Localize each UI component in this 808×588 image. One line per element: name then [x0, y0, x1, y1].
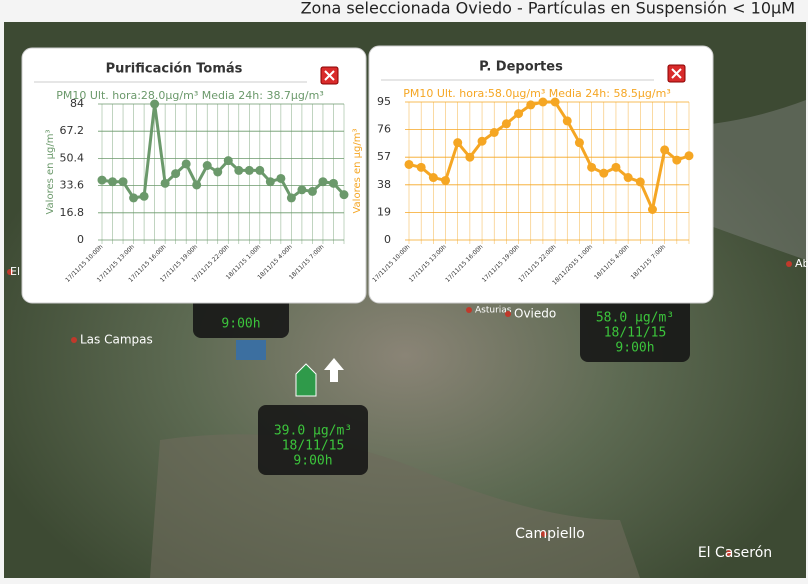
info-text: 39.0 µg/m³ [274, 424, 352, 439]
series-line [408, 100, 690, 215]
data-point [150, 99, 160, 109]
data-point [647, 204, 657, 214]
data-point [611, 162, 621, 172]
data-point [684, 151, 694, 161]
y-tick-label: 19 [377, 205, 391, 218]
map-label: Abu [795, 257, 808, 270]
data-point [538, 97, 548, 107]
data-point [276, 173, 286, 183]
y-axis-label: Valores en µg/m³ [352, 128, 363, 213]
place-dot [466, 307, 472, 313]
map-label: Asturias [475, 306, 512, 316]
data-point [623, 173, 633, 183]
place-dot [726, 550, 732, 556]
map-label: El Caserón [698, 545, 772, 561]
map-label: Campiello [515, 526, 585, 542]
y-tick-label: 76 [377, 123, 391, 136]
data-point [160, 178, 170, 188]
stadium [236, 340, 266, 360]
map-label: Las Campas [80, 333, 153, 347]
data-point [265, 177, 275, 187]
data-point [192, 180, 202, 190]
popup [21, 47, 367, 304]
data-point [514, 109, 524, 119]
data-point [234, 165, 244, 175]
popup-subtitle: PM10 Ult. hora:58.0µg/m³ Media 24h: 58.5… [403, 87, 671, 100]
data-point [599, 168, 609, 178]
popup-title: P. Deportes [479, 60, 563, 75]
data-point [202, 161, 212, 171]
info-text: 9:00h [293, 454, 332, 469]
info-text: 9:00h [615, 341, 654, 356]
y-tick-label: 57 [377, 150, 391, 163]
data-point [489, 128, 499, 138]
info-text: 18/11/15 [604, 326, 667, 341]
header-title: Zona seleccionada Oviedo - Partículas en… [301, 0, 795, 18]
data-point [213, 167, 223, 177]
data-point [255, 165, 265, 175]
popup [368, 45, 714, 304]
data-point [318, 177, 328, 187]
info-box[interactable] [258, 405, 368, 475]
place-dot [71, 337, 77, 343]
map-label: Oviedo [514, 307, 556, 321]
place-dot [541, 531, 547, 537]
data-point [118, 177, 128, 187]
place-dot [7, 269, 13, 275]
popup-subtitle: PM10 Ult. hora:28.0µg/m³ Media 24h: 38.7… [56, 89, 324, 102]
data-point [181, 159, 191, 169]
data-point [441, 175, 451, 185]
data-point [672, 155, 682, 165]
data-point [129, 193, 139, 203]
y-tick-label: 95 [377, 95, 391, 108]
y-tick-label: 67.2 [60, 124, 85, 137]
info-text: 58.0 µg/m³ [596, 311, 674, 326]
data-point [501, 119, 511, 129]
popup-title: Purificación Tomás [106, 62, 243, 77]
y-tick-label: 38 [377, 178, 391, 191]
close-icon [324, 70, 335, 81]
north-arrow [324, 358, 344, 382]
data-point [297, 185, 307, 195]
data-point [562, 116, 572, 126]
data-point [97, 175, 107, 185]
data-point [339, 190, 349, 200]
y-axis-label: Valores en µg/m³ [45, 129, 56, 214]
y-tick-label: 16.8 [60, 206, 85, 219]
data-point [286, 193, 296, 203]
data-point [574, 138, 584, 148]
data-point [139, 191, 149, 201]
info-text: 18/11/15 [282, 439, 345, 454]
data-point [587, 162, 597, 172]
data-point [428, 173, 438, 183]
data-point [477, 136, 487, 146]
info-text: 9:00h [221, 317, 260, 332]
data-point [635, 177, 645, 187]
data-point [453, 138, 463, 148]
y-tick-label: 0 [77, 233, 84, 246]
data-point [328, 178, 338, 188]
place-dot [786, 261, 792, 267]
data-point [465, 152, 475, 162]
data-point [404, 159, 414, 169]
y-tick-label: 0 [384, 233, 391, 246]
data-point [550, 97, 560, 107]
y-tick-label: 33.6 [60, 179, 85, 192]
data-point [660, 145, 670, 155]
data-point [223, 156, 233, 166]
data-point [171, 169, 181, 179]
data-point [244, 165, 254, 175]
data-point [108, 177, 118, 187]
data-point [526, 100, 536, 110]
y-tick-label: 84 [70, 97, 84, 110]
place-dot [505, 311, 511, 317]
data-point [307, 186, 317, 196]
y-tick-label: 50.4 [60, 151, 85, 164]
data-point [416, 162, 426, 172]
station-icon[interactable] [295, 363, 317, 397]
close-icon [671, 68, 682, 79]
